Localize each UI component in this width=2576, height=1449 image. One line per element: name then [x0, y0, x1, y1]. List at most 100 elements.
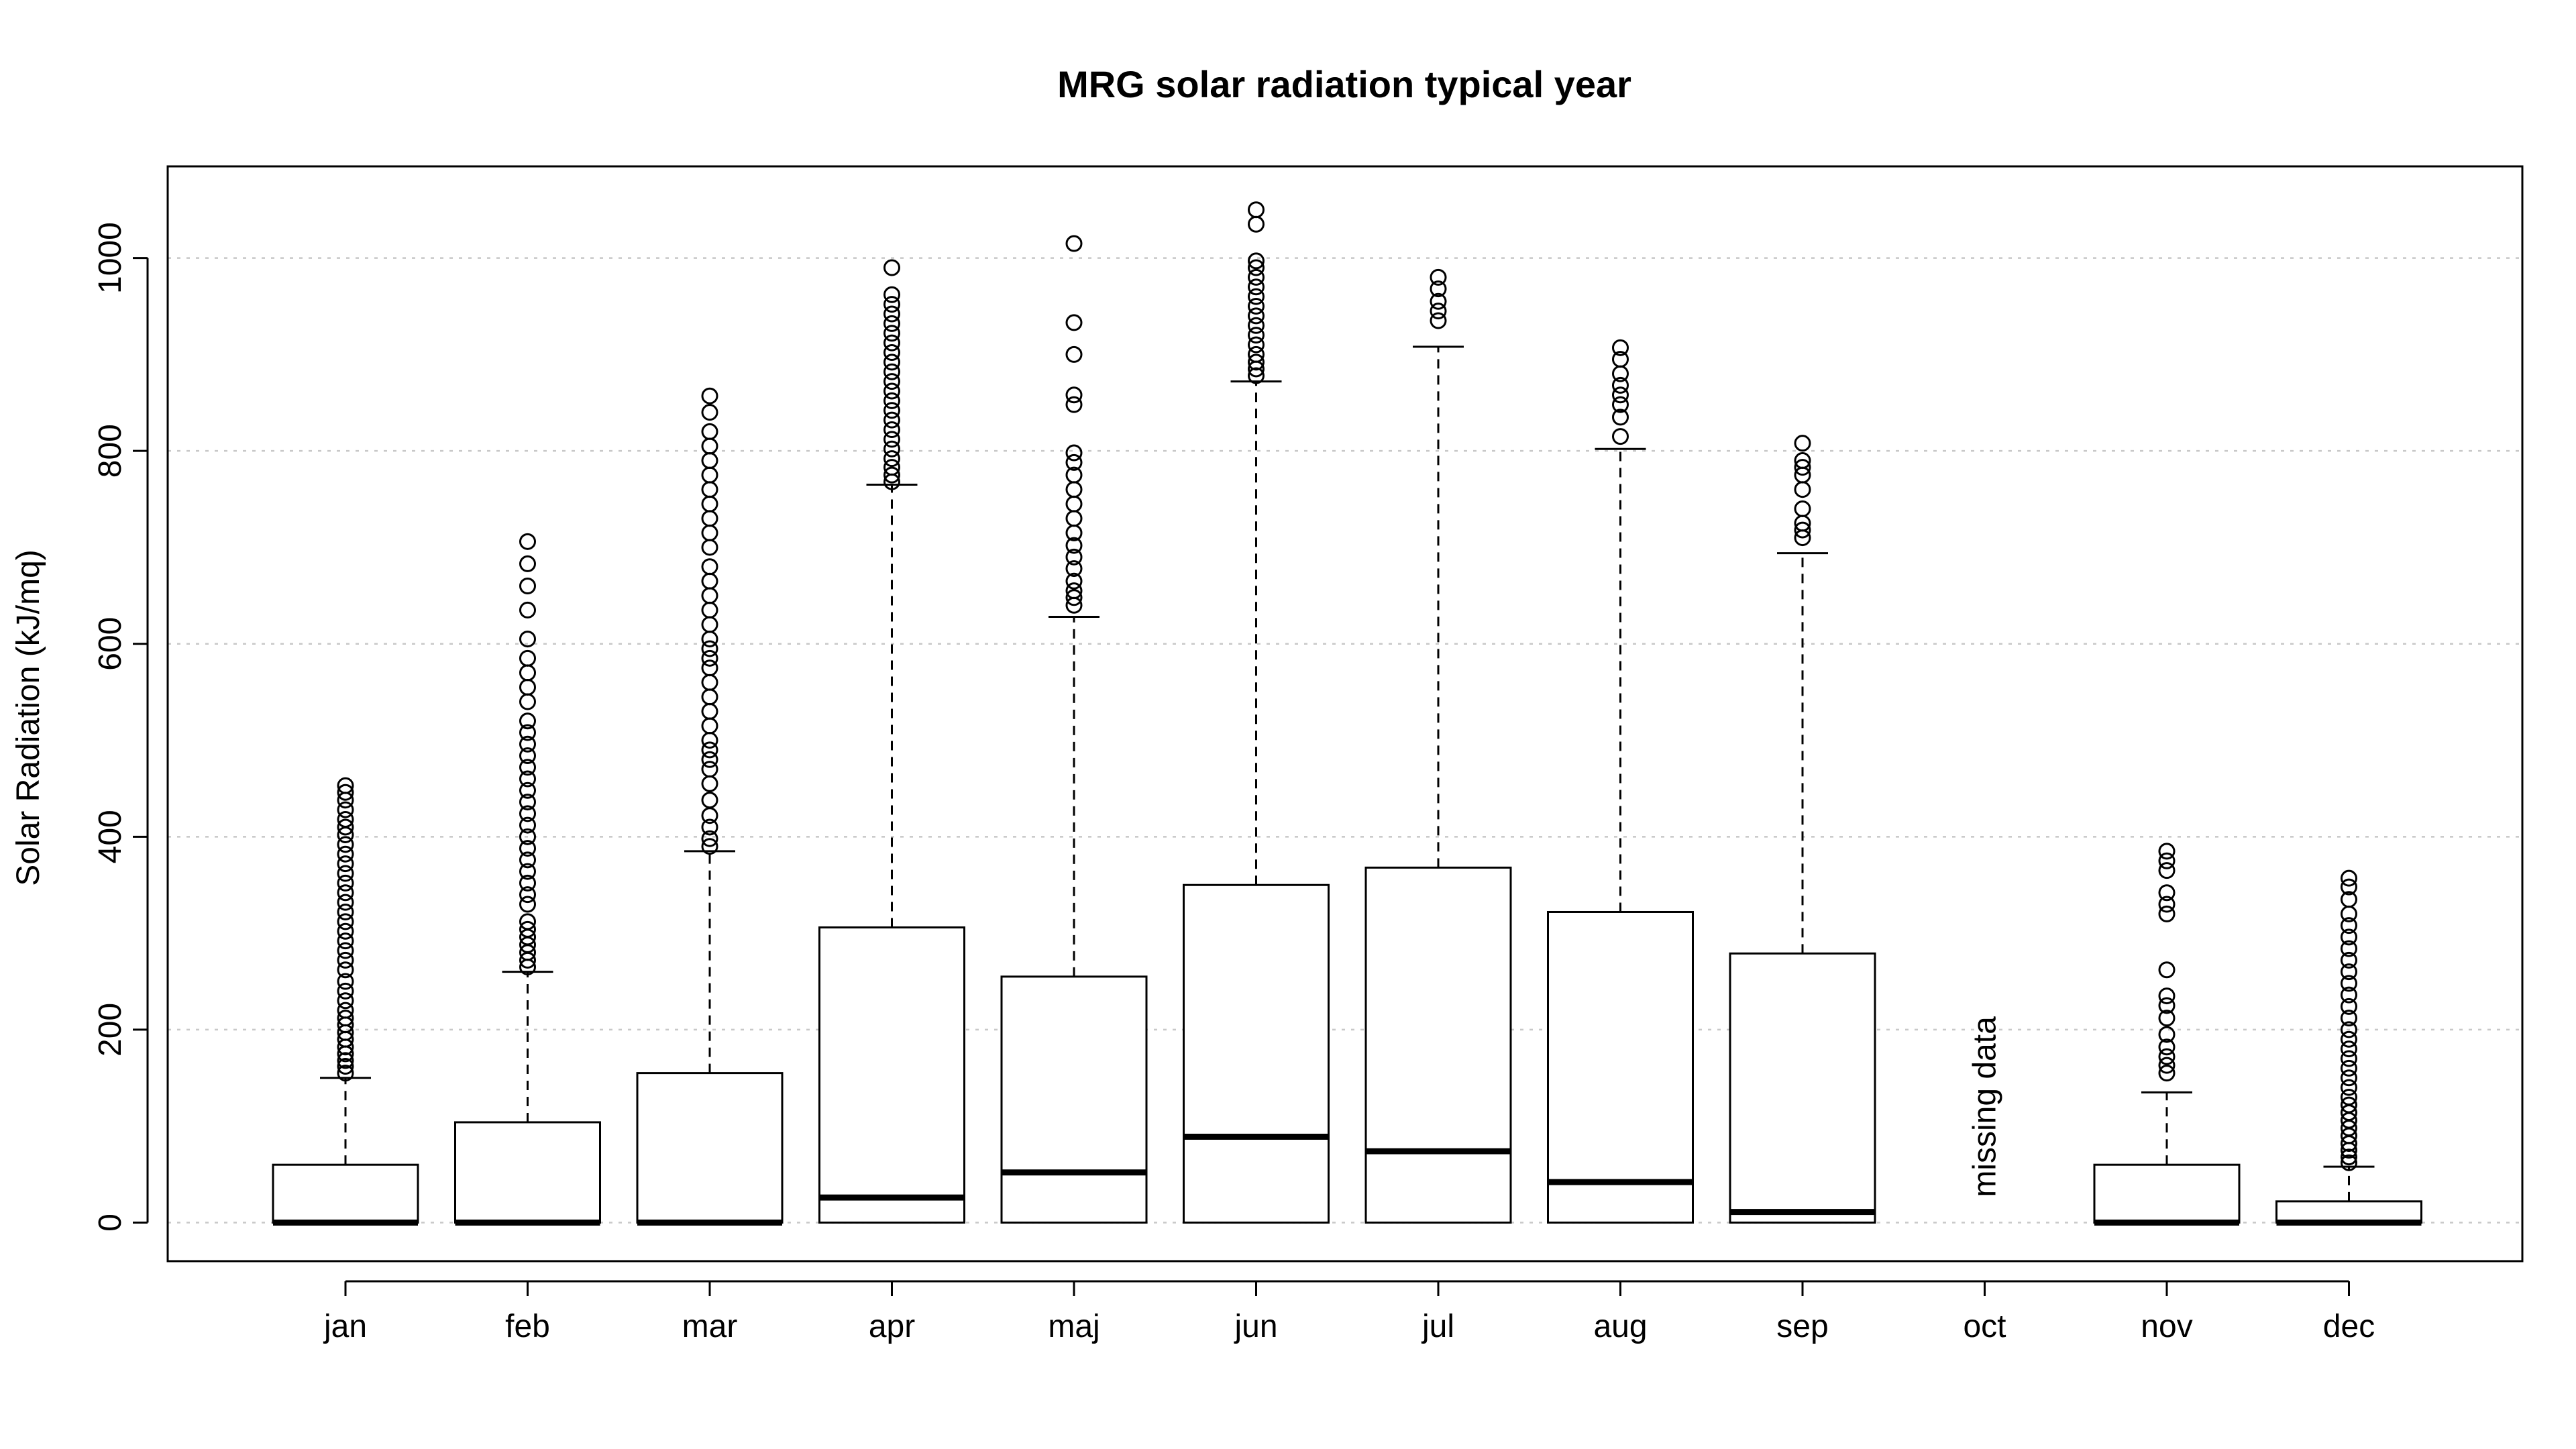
outlier-jan-21	[337, 884, 354, 902]
outlier-maj-13	[1065, 444, 1083, 462]
outlier-dec-1	[2341, 1148, 2357, 1166]
box-oct: missing data	[1968, 1016, 2003, 1197]
chart-title: MRG solar radiation typical year	[1057, 63, 1631, 105]
outlier-dec-25	[2341, 917, 2357, 934]
outlier-feb-17	[519, 782, 536, 799]
outlier-apr-18	[883, 305, 900, 323]
box-rect-feb	[454, 1121, 601, 1224]
y-axis: 0 200 400 600 800 1000	[93, 222, 149, 1232]
outlier-nov-11	[2158, 884, 2176, 902]
outlier-dec-21	[2341, 963, 2357, 981]
outlier-sep-6	[1794, 459, 1811, 476]
outlier-jan-1	[337, 1058, 354, 1075]
outlier-jan-19	[337, 903, 354, 920]
outlier-feb-25	[519, 678, 536, 696]
outlier-mar-4	[701, 792, 718, 809]
outlier-jan-22	[337, 874, 354, 892]
y-tick-label-200: 200	[93, 1003, 128, 1057]
outlier-maj-16	[1065, 345, 1083, 363]
outlier-maj-2	[1065, 582, 1083, 600]
outlier-nov-8	[2158, 961, 2176, 979]
outlier-nov-7	[2158, 987, 2176, 1005]
outlier-feb-30	[519, 577, 536, 594]
outlier-jul-1	[1430, 303, 1447, 320]
outlier-mar-22	[701, 558, 718, 576]
outlier-jun-3	[1248, 345, 1265, 363]
outlier-jan-17	[337, 922, 354, 940]
outlier-mar-32	[701, 404, 718, 421]
outlier-mar-13	[701, 674, 718, 691]
outlier-jun-5	[1248, 327, 1265, 344]
x-tick-label-dec: dec	[2323, 1309, 2375, 1344]
outlier-jan-30	[337, 801, 354, 818]
outlier-dec-14	[2341, 1040, 2357, 1058]
outlier-mar-19	[701, 601, 718, 619]
outlier-apr-8	[883, 402, 900, 419]
outlier-jul-2	[1430, 292, 1447, 310]
outlier-jan-24	[337, 855, 354, 873]
x-tick-label-jul: jul	[1421, 1309, 1454, 1344]
outlier-dec-29	[2341, 869, 2357, 887]
outlier-feb-21	[519, 735, 536, 753]
outlier-jan-14	[337, 951, 354, 969]
outlier-feb-15	[519, 805, 536, 822]
outlier-maj-10	[1065, 481, 1083, 498]
x-axis: jan feb mar apr maj jun jul aug sep oct nov dec	[323, 1280, 2375, 1344]
outlier-maj-6	[1065, 537, 1083, 554]
outlier-feb-7	[519, 896, 536, 913]
box-nov	[2093, 843, 2241, 1226]
outlier-apr-16	[883, 325, 900, 342]
outlier-jan-16	[337, 932, 354, 950]
outlier-aug-4	[1612, 376, 1629, 394]
outlier-maj-15	[1065, 386, 1083, 404]
outlier-dec-10	[2341, 1079, 2357, 1096]
outlier-jul-4	[1430, 268, 1447, 286]
outlier-apr-15	[883, 334, 900, 352]
outlier-mar-2	[701, 818, 718, 836]
outlier-nov-14	[2158, 843, 2176, 860]
outlier-feb-20	[519, 747, 536, 765]
outlier-maj-11	[1065, 466, 1083, 484]
outlier-jan-0	[337, 1065, 354, 1082]
box-dec	[2275, 869, 2422, 1226]
box-rect-jun	[1183, 883, 1330, 1224]
outlier-feb-6	[519, 913, 536, 930]
outlier-apr-2	[883, 459, 900, 476]
outlier-sep-4	[1794, 481, 1811, 498]
outlier-feb-12	[519, 840, 536, 857]
outlier-mar-0	[701, 838, 718, 855]
outlier-apr-10	[883, 382, 900, 400]
box-rect-mar	[636, 1072, 784, 1224]
y-tick-label-400: 400	[93, 810, 128, 863]
outlier-apr-20	[883, 286, 900, 303]
outlier-dec-27	[2341, 891, 2357, 908]
outlier-apr-11	[883, 373, 900, 390]
outlier-feb-32	[519, 533, 536, 550]
outlier-dec-23	[2341, 940, 2357, 957]
outlier-mar-26	[701, 495, 718, 513]
outlier-nov-2	[2158, 1048, 2176, 1065]
outlier-nov-12	[2158, 862, 2176, 879]
outlier-nov-5	[2158, 1010, 2176, 1027]
outlier-aug-3	[1612, 386, 1629, 404]
outlier-mar-15	[701, 649, 718, 667]
outlier-maj-18	[1065, 235, 1083, 252]
outlier-jan-29	[337, 810, 354, 828]
outlier-maj-5	[1065, 548, 1083, 566]
outlier-feb-5	[519, 920, 536, 938]
outlier-feb-13	[519, 828, 536, 845]
outlier-jan-23	[337, 865, 354, 882]
outlier-mar-17	[701, 631, 718, 648]
outlier-mar-10	[701, 717, 718, 735]
box-jul	[1364, 268, 1512, 1224]
outlier-feb-23	[519, 712, 536, 730]
outlier-apr-1	[883, 466, 900, 484]
outlier-mar-21	[701, 572, 718, 590]
outlier-dec-17	[2341, 1010, 2357, 1027]
outlier-nov-9	[2158, 905, 2176, 922]
box-apr	[818, 259, 965, 1224]
outlier-mar-23	[701, 539, 718, 556]
outlier-feb-19	[519, 759, 536, 776]
outlier-apr-13	[883, 354, 900, 371]
outlier-dec-0	[2341, 1154, 2357, 1171]
